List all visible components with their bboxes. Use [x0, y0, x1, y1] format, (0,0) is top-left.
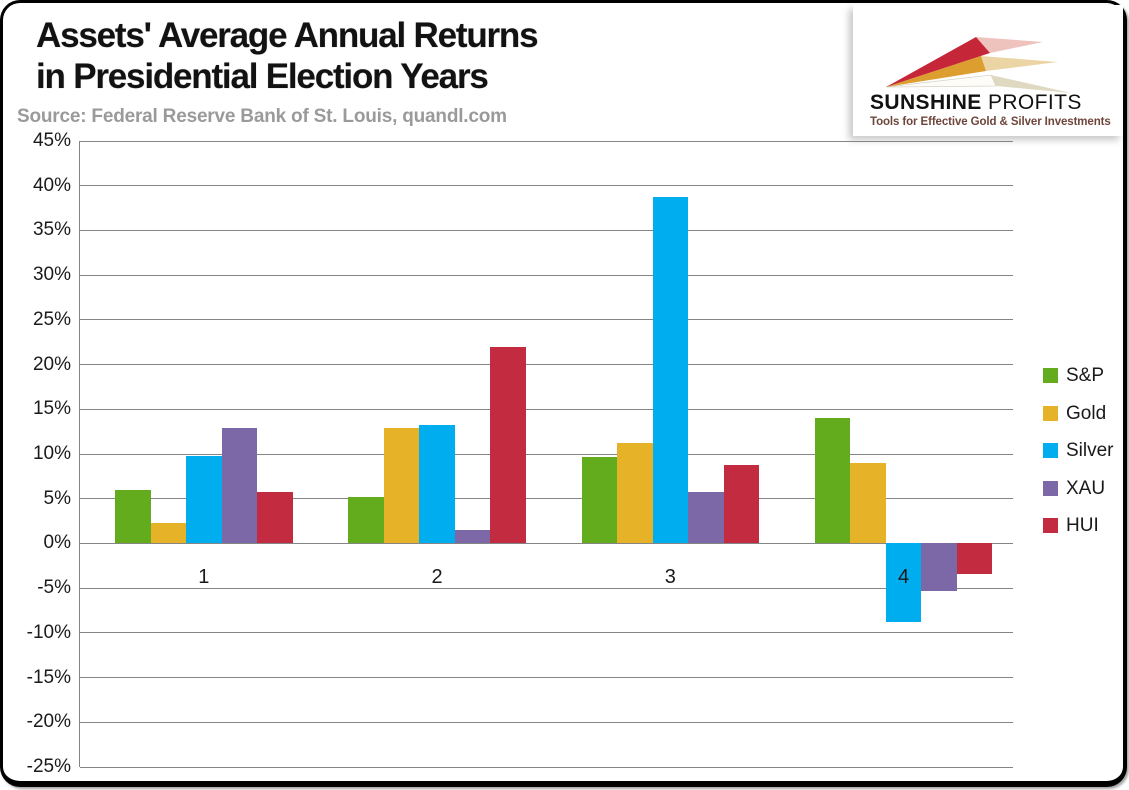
- sunshine-profits-logo: SUNSHINE PROFITS Tools for Effective Gol…: [853, 5, 1123, 136]
- bar-hui-cat3: [723, 464, 759, 544]
- gridline--15: [80, 677, 1013, 679]
- y-tick-label--15: -15%: [26, 666, 71, 688]
- logo-darts-icon: [885, 37, 1071, 93]
- y-tick-label--20: -20%: [26, 711, 71, 733]
- legend-swatch-icon: [1043, 368, 1058, 383]
- legend-item-gold: Gold: [1043, 402, 1114, 424]
- bar-xau-cat4: [921, 543, 957, 591]
- bar-sp-cat3: [581, 456, 617, 544]
- plot-area: 1 2 3 4: [79, 140, 1013, 768]
- source-note: Source: Federal Reserve Bank of St. Loui…: [17, 106, 507, 127]
- legend-item-hui: HUI: [1043, 515, 1114, 536]
- legend-swatch-icon: [1043, 405, 1058, 421]
- legend-label: Silver: [1066, 440, 1114, 461]
- y-tick-label-45: 45%: [32, 130, 71, 151]
- gridline-45: [80, 140, 1013, 142]
- legend-swatch-icon: [1043, 443, 1058, 458]
- gridline-25: [80, 319, 1013, 321]
- gridline--20: [80, 721, 1013, 723]
- legend-item-xau: XAU: [1043, 477, 1114, 499]
- bar-xau-cat3: [688, 492, 724, 544]
- legend-label: XAU: [1066, 477, 1106, 499]
- bar-silver-cat1: [186, 455, 222, 544]
- legend-swatch-icon: [1043, 518, 1058, 533]
- y-tick-label-0: 0%: [43, 532, 71, 554]
- legend-swatch-icon: [1043, 480, 1058, 496]
- y-tick-label-30: 30%: [32, 264, 71, 286]
- bar-gold-cat1: [150, 522, 186, 544]
- gridline--25: [80, 766, 1013, 768]
- chart-legend: S&P Gold Silver XAU HUI: [1043, 365, 1114, 553]
- category-label-1: 1: [198, 566, 210, 589]
- y-tick-label-5: 5%: [43, 487, 71, 509]
- logo-brand-bold: SUNSHINE: [870, 91, 982, 114]
- category-label-2: 2: [431, 566, 443, 589]
- y-tick-label-35: 35%: [32, 219, 71, 241]
- category-label-4: 4: [897, 566, 910, 589]
- gridline-35: [80, 229, 1013, 231]
- legend-label: Gold: [1066, 402, 1107, 424]
- bar-xau-cat1: [221, 428, 257, 544]
- legend-item-sp: S&P: [1043, 365, 1114, 386]
- bar-gold-cat4: [850, 462, 886, 544]
- gridline--10: [80, 632, 1013, 634]
- gridline-20: [80, 364, 1013, 366]
- gridline-10: [80, 453, 1013, 455]
- bar-xau-cat2: [454, 530, 491, 544]
- gridline-0: [80, 542, 1013, 544]
- legend-item-silver: Silver: [1043, 440, 1114, 461]
- gridline-40: [80, 185, 1013, 187]
- y-tick-label--10: -10%: [26, 621, 71, 643]
- gridline-30: [80, 274, 1013, 276]
- y-tick-label-10: 10%: [32, 443, 71, 464]
- logo-brand-regular: PROFITS: [981, 91, 1082, 114]
- bar-hui-cat1: [257, 492, 293, 544]
- gridline-15: [80, 408, 1013, 410]
- gridline--5: [80, 587, 1013, 589]
- bar-gold-cat2: [383, 428, 420, 544]
- legend-label: S&P: [1066, 365, 1105, 386]
- y-tick-label--5: -5%: [37, 577, 71, 599]
- y-tick-label-25: 25%: [32, 308, 71, 330]
- bar-silver-cat2: [419, 425, 455, 544]
- bar-silver-cat4: [885, 543, 922, 623]
- bar-hui-cat4: [956, 543, 993, 574]
- bar-sp-cat4: [814, 418, 851, 544]
- gridline-5: [80, 498, 1013, 500]
- y-tick-label-20: 20%: [32, 353, 71, 375]
- y-tick-label-40: 40%: [32, 174, 71, 196]
- chart-title: Assets' Average Annual Returns in Presid…: [36, 15, 539, 97]
- y-tick-label--25: -25%: [26, 756, 71, 777]
- logo-brand: SUNSHINE PROFITS: [870, 91, 1082, 115]
- title-line-1: Assets' Average Annual Returns: [36, 16, 539, 55]
- category-label-3: 3: [664, 566, 676, 589]
- bar-hui-cat2: [490, 346, 526, 544]
- legend-label: HUI: [1066, 515, 1099, 536]
- logo-tagline: Tools for Effective Gold & Silver Invest…: [870, 116, 1111, 128]
- bar-gold-cat3: [617, 443, 653, 544]
- title-line-2: in Presidential Election Years: [36, 57, 489, 96]
- bar-sp-cat2: [348, 496, 384, 544]
- y-tick-label-15: 15%: [32, 398, 71, 420]
- bar-sp-cat1: [115, 489, 151, 544]
- bar-silver-cat3: [652, 197, 688, 544]
